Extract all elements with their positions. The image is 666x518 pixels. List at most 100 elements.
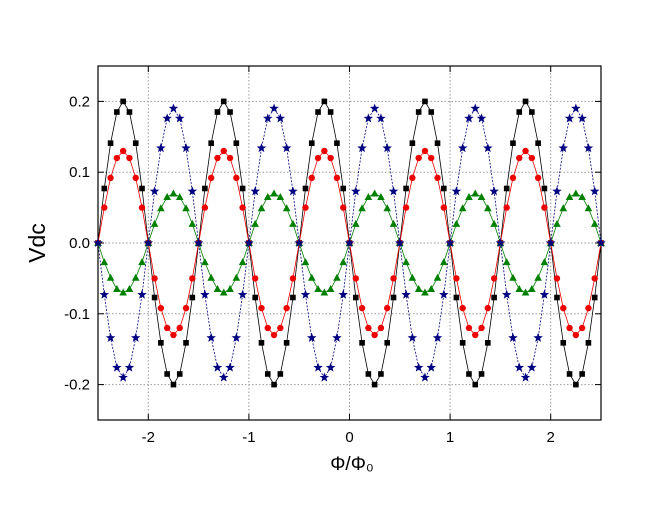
marker <box>250 186 260 196</box>
marker <box>200 289 210 299</box>
marker <box>541 204 548 211</box>
marker <box>560 340 567 346</box>
marker <box>113 285 121 293</box>
marker <box>445 238 455 248</box>
marker <box>414 285 423 293</box>
marker <box>363 113 374 123</box>
marker <box>516 154 523 162</box>
marker <box>520 372 531 382</box>
marker <box>212 362 223 372</box>
marker <box>327 154 334 162</box>
marker <box>325 362 336 372</box>
marker <box>182 304 190 312</box>
marker <box>201 258 209 266</box>
marker <box>113 154 121 162</box>
marker <box>164 371 170 377</box>
marker <box>502 258 511 266</box>
marker <box>302 185 309 192</box>
marker <box>181 143 191 153</box>
marker <box>332 332 342 342</box>
marker <box>358 204 366 212</box>
marker <box>264 324 271 332</box>
marker <box>395 238 405 248</box>
marker <box>220 147 227 155</box>
marker <box>233 174 240 182</box>
marker <box>369 103 380 113</box>
x-tick-label: -2 <box>142 429 155 446</box>
y-tick-label: -0.1 <box>64 306 90 323</box>
marker <box>539 289 550 299</box>
marker <box>150 219 159 227</box>
marker <box>131 273 140 281</box>
marker <box>301 258 310 266</box>
marker <box>459 340 466 346</box>
marker <box>206 332 216 342</box>
marker <box>401 289 411 299</box>
marker <box>577 113 587 123</box>
marker <box>281 143 292 153</box>
marker <box>420 372 430 382</box>
marker <box>566 324 573 332</box>
marker <box>333 174 341 182</box>
marker <box>138 204 146 211</box>
marker <box>119 288 127 296</box>
marker <box>377 324 385 332</box>
marker <box>434 174 441 182</box>
marker <box>107 140 114 146</box>
marker <box>214 154 221 162</box>
marker <box>489 186 499 196</box>
marker <box>527 362 537 372</box>
marker <box>339 258 348 266</box>
marker <box>415 154 422 162</box>
marker <box>208 140 214 146</box>
x-tick-label: 1 <box>446 429 454 446</box>
marker <box>359 340 365 346</box>
marker <box>534 174 542 182</box>
marker <box>151 294 158 301</box>
marker <box>457 143 468 153</box>
marker <box>149 186 160 196</box>
marker <box>591 294 598 301</box>
marker <box>590 219 599 227</box>
marker <box>365 371 372 377</box>
marker <box>428 154 435 162</box>
marker <box>596 238 606 248</box>
marker <box>459 304 466 312</box>
marker <box>252 294 258 301</box>
marker <box>307 332 317 342</box>
marker <box>545 238 556 248</box>
marker <box>573 381 579 388</box>
marker <box>389 219 398 227</box>
marker <box>225 362 235 372</box>
marker <box>490 275 498 282</box>
x-tick-label: 0 <box>345 429 353 446</box>
marker <box>189 275 196 282</box>
marker <box>376 113 386 123</box>
marker <box>485 340 491 346</box>
marker <box>483 143 493 153</box>
marker <box>441 185 447 192</box>
marker <box>484 204 492 212</box>
marker <box>388 186 399 196</box>
marker <box>472 381 479 388</box>
marker <box>300 289 311 299</box>
marker <box>458 204 467 212</box>
marker <box>408 273 417 281</box>
marker <box>384 340 391 346</box>
marker <box>163 324 171 332</box>
marker <box>175 192 184 200</box>
marker <box>207 174 215 182</box>
marker <box>132 174 139 182</box>
marker <box>158 340 164 346</box>
marker <box>403 185 409 192</box>
marker <box>202 185 208 192</box>
marker <box>358 304 366 312</box>
marker <box>351 219 360 227</box>
marker <box>371 331 378 339</box>
marker <box>112 362 122 372</box>
marker <box>107 174 114 182</box>
marker <box>476 113 487 123</box>
marker <box>413 362 424 372</box>
marker <box>534 273 542 281</box>
marker <box>219 288 228 296</box>
